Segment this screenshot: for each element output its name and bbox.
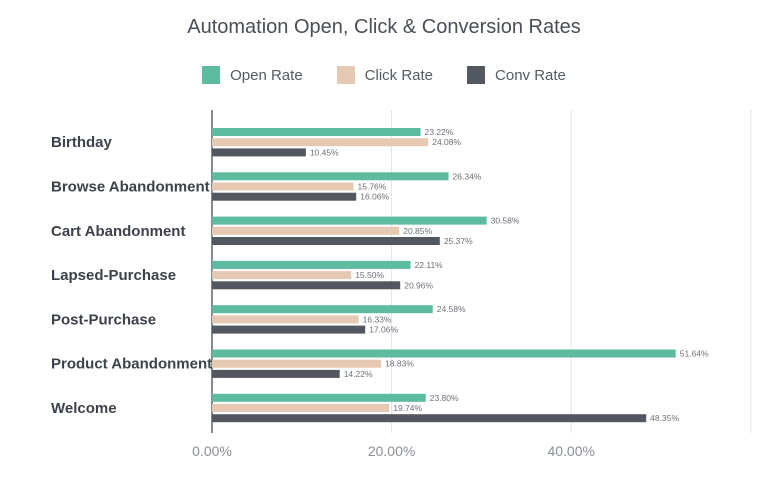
data-label: 24.58% [437,304,466,314]
category-label: Welcome [51,400,117,417]
bar [212,305,433,314]
bar [212,315,359,324]
data-label: 17.06% [369,325,398,335]
legend-swatch-open-rate [202,66,221,84]
bar [212,192,357,201]
bar [212,226,400,235]
category-label: Browse Abandonment [51,179,210,196]
category-label: Lapsed-Purchase [51,267,176,284]
bar [212,349,676,358]
data-label: 22.11% [415,260,444,270]
data-label: 25.37% [444,236,473,246]
bar [212,359,382,368]
data-label: 18.83% [385,359,414,369]
data-label: 15.76% [358,182,387,192]
legend-label-open-rate: Open Rate [230,66,303,84]
legend-label-conv-rate: Conv Rate [495,66,566,84]
bar [212,404,390,412]
x-tick-label: 40.00% [547,443,594,459]
data-label: 24.08% [432,137,461,147]
data-label: 14.22% [344,369,373,379]
x-tick-label: 0.00% [192,443,232,459]
bar [212,393,426,402]
data-label: 20.85% [403,226,432,236]
legend-item-open-rate: Open Rate [202,66,303,84]
data-label: 16.33% [363,314,392,324]
data-label: 19.74% [393,403,422,413]
data-label: 48.35% [650,413,679,423]
data-label: 15.50% [355,270,384,280]
legend-swatch-conv-rate [467,66,486,84]
bar [212,369,340,378]
category-label: Product Abandonment [51,356,212,373]
data-label: 23.22% [425,127,454,137]
data-label: 51.64% [680,349,709,359]
bar [212,182,354,191]
category-label: Cart Abandonment [51,223,185,240]
bar [212,237,440,245]
bar [212,128,421,136]
bar [212,260,411,269]
bar [212,281,401,290]
legend-swatch-click-rate [336,66,355,84]
bar [212,172,449,181]
legend-item-conv-rate: Conv Rate [467,66,566,84]
bar [212,271,352,280]
data-label: 30.58% [491,216,520,226]
data-label: 26.34% [453,171,482,181]
category-label: Post-Purchase [51,311,156,328]
data-label: 10.45% [310,147,339,157]
data-label: 16.06% [360,192,389,202]
bar [212,216,487,225]
bar [212,325,366,334]
bar [212,138,429,147]
bar [212,148,306,157]
data-label: 20.96% [404,280,433,290]
legend: Open Rate Click Rate Conv Rate [0,66,768,84]
data-label: 23.80% [430,393,459,403]
legend-label-click-rate: Click Rate [364,66,434,84]
legend-item-click-rate: Click Rate [336,66,434,84]
category-label: Birthday [51,134,113,151]
x-tick-label: 20.00% [368,443,415,459]
bar [212,414,647,423]
chart-title: Automation Open, Click & Conversion Rate… [187,16,581,38]
